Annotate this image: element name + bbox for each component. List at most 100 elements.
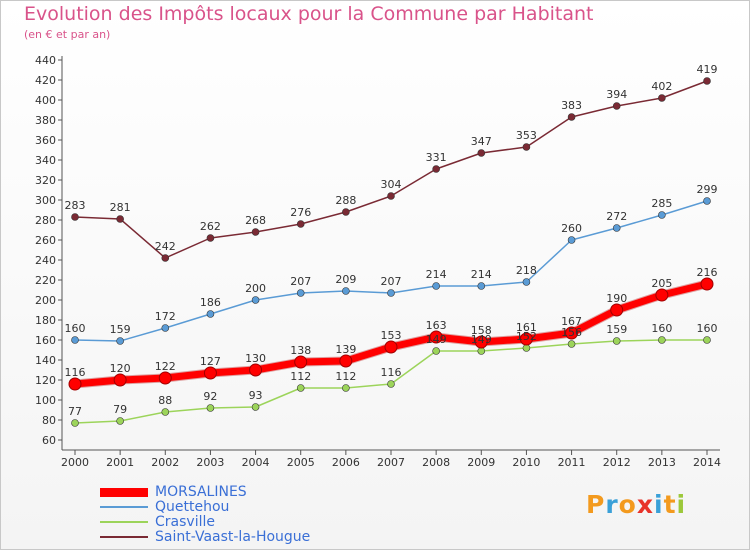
y-tick-label: 240 xyxy=(35,254,56,267)
data-label: 88 xyxy=(158,394,172,407)
logo-letter: t xyxy=(663,490,677,519)
x-tick-label: 2002 xyxy=(151,456,179,469)
data-point xyxy=(387,380,395,388)
data-label: 383 xyxy=(561,99,582,112)
data-label: 120 xyxy=(110,362,131,375)
data-point xyxy=(249,363,263,377)
data-label: 207 xyxy=(290,275,311,288)
data-point xyxy=(161,408,170,416)
x-tick-label: 2014 xyxy=(693,456,721,469)
data-point xyxy=(477,149,486,157)
data-label: 161 xyxy=(516,321,537,334)
data-point xyxy=(567,113,576,121)
data-point xyxy=(203,366,217,380)
data-label: 149 xyxy=(426,333,447,346)
data-label: 167 xyxy=(561,315,582,328)
data-label: 153 xyxy=(381,329,402,342)
logo-letter: i xyxy=(676,490,687,519)
data-label: 160 xyxy=(697,322,718,335)
legend-item: Saint-Vaast-la-Hougue xyxy=(100,529,360,545)
x-tick-label: 2003 xyxy=(196,456,224,469)
data-point xyxy=(567,340,576,348)
data-label: 160 xyxy=(65,322,86,335)
legend-swatch xyxy=(100,521,148,523)
data-label: 122 xyxy=(155,360,176,373)
data-label: 216 xyxy=(697,266,718,279)
data-point xyxy=(68,377,82,391)
data-label: 152 xyxy=(516,330,537,343)
data-label: 347 xyxy=(471,135,492,148)
chart-title: Evolution des Impôts locaux pour la Comm… xyxy=(24,3,594,25)
chart-legend: MORSALINES Quettehou Crasville Saint-Vaast-… xyxy=(100,484,360,545)
x-tick-label: 2008 xyxy=(422,456,450,469)
data-point xyxy=(296,220,305,228)
data-point xyxy=(477,282,486,290)
data-point xyxy=(519,332,533,346)
data-label: 218 xyxy=(516,264,537,277)
x-tick-label: 2001 xyxy=(106,456,134,469)
data-label: 79 xyxy=(113,403,127,416)
data-point xyxy=(522,143,531,151)
x-tick-label: 2013 xyxy=(648,456,676,469)
x-tick-label: 2012 xyxy=(603,456,631,469)
legend-swatch xyxy=(100,506,148,508)
data-point xyxy=(432,282,440,290)
legend-label: Saint-Vaast-la-Hougue xyxy=(155,529,311,545)
legend-label: Quettehou xyxy=(155,499,230,515)
data-point xyxy=(206,310,215,318)
y-tick-label: 320 xyxy=(35,174,56,187)
y-tick-label: 120 xyxy=(35,374,56,387)
data-point xyxy=(565,326,579,340)
data-label: 331 xyxy=(426,151,447,164)
logo-letter: i xyxy=(654,490,664,519)
logo-letter: x xyxy=(636,490,654,519)
data-label: 205 xyxy=(651,277,672,290)
data-point xyxy=(703,336,711,344)
y-tick-label: 60 xyxy=(42,434,56,447)
y-tick-label: 80 xyxy=(42,414,56,427)
y-tick-label: 420 xyxy=(35,74,56,87)
data-label: 190 xyxy=(606,292,627,305)
data-label: 353 xyxy=(516,129,537,142)
data-label: 283 xyxy=(65,199,86,212)
data-label: 116 xyxy=(65,366,86,379)
data-label: 149 xyxy=(471,333,492,346)
data-point xyxy=(612,224,621,232)
x-tick-label: 2005 xyxy=(287,456,315,469)
data-point xyxy=(384,340,398,354)
data-point xyxy=(342,208,350,216)
data-point xyxy=(251,403,260,411)
data-point xyxy=(296,289,305,297)
data-point xyxy=(251,296,260,304)
data-point xyxy=(432,165,440,173)
x-tick-label: 2011 xyxy=(558,456,586,469)
data-label: 172 xyxy=(155,310,176,323)
data-point xyxy=(342,287,350,295)
data-label: 209 xyxy=(335,273,356,286)
data-label: 304 xyxy=(381,178,402,191)
data-label: 214 xyxy=(426,268,447,281)
x-tick-label: 2004 xyxy=(242,456,270,469)
data-label: 214 xyxy=(471,268,492,281)
data-point xyxy=(658,94,666,102)
data-point xyxy=(71,419,79,427)
legend-swatch xyxy=(100,536,148,538)
data-label: 394 xyxy=(606,88,627,101)
logo-letter: o xyxy=(618,490,637,519)
y-tick-label: 180 xyxy=(35,314,56,327)
data-label: 112 xyxy=(335,370,356,383)
data-label: 276 xyxy=(290,206,311,219)
data-point xyxy=(610,303,624,317)
y-tick-label: 340 xyxy=(35,154,56,167)
y-tick-label: 440 xyxy=(35,54,56,67)
data-point xyxy=(161,324,170,332)
data-point xyxy=(655,288,669,302)
data-point xyxy=(71,213,79,221)
data-label: 186 xyxy=(200,296,221,309)
chart-subtitle: (en € et par an) xyxy=(24,28,111,41)
data-label: 77 xyxy=(68,405,82,418)
data-label: 127 xyxy=(200,355,221,368)
data-point xyxy=(339,354,353,368)
y-tick-label: 220 xyxy=(35,274,56,287)
